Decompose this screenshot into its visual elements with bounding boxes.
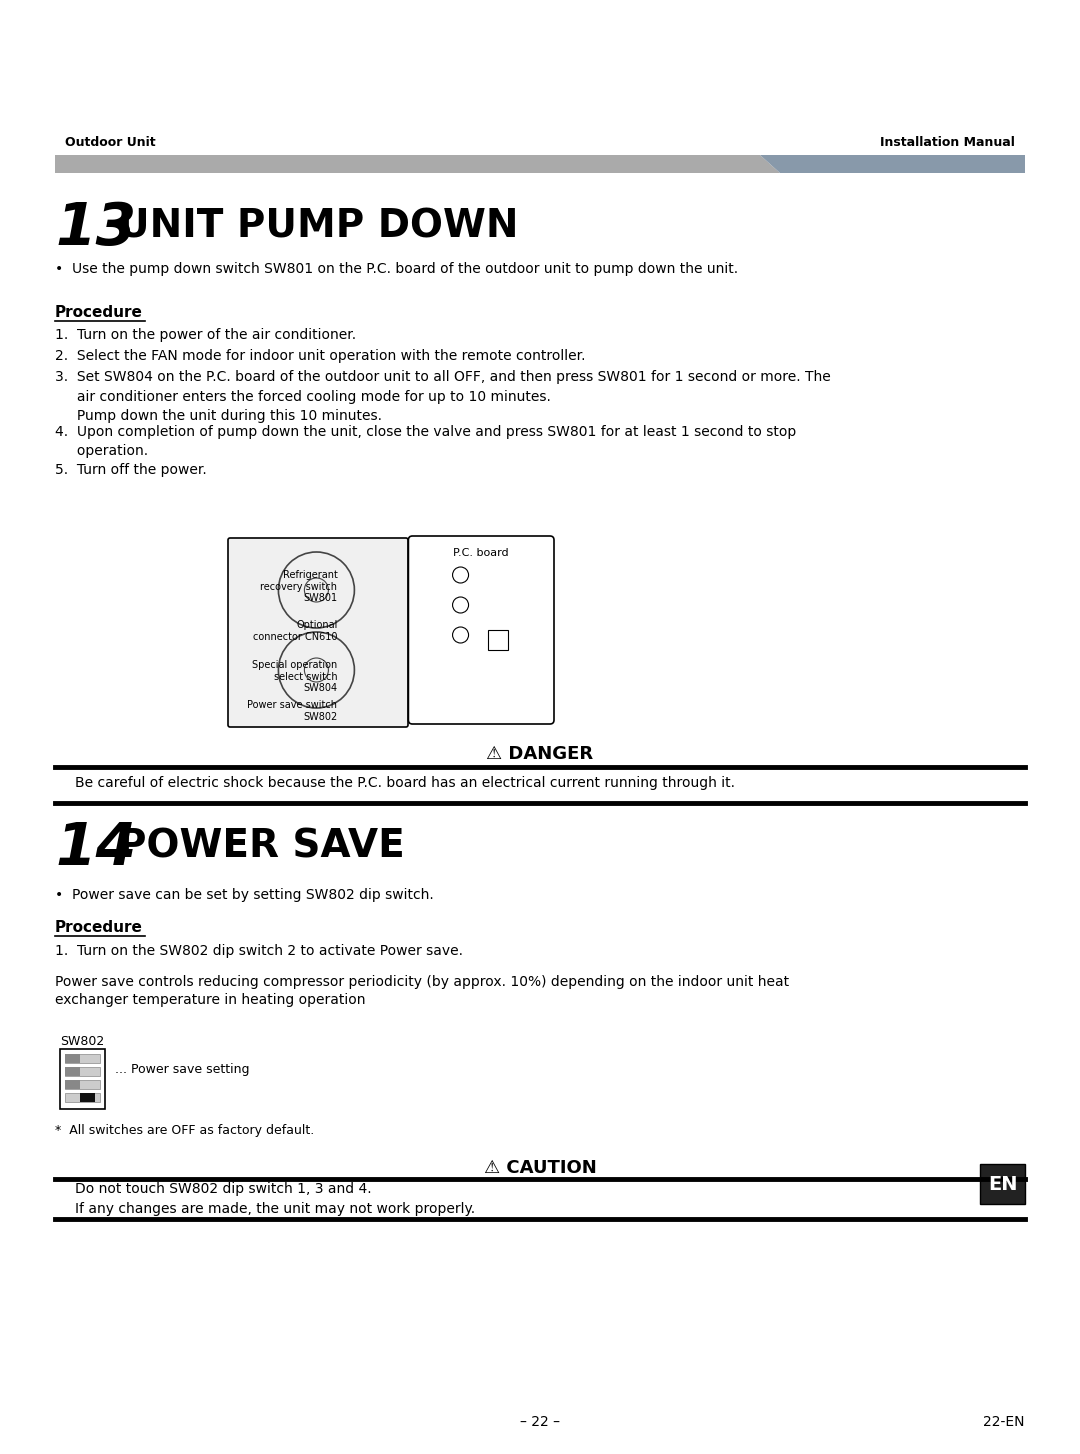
Bar <box>65 1067 100 1076</box>
Text: 4.  Upon completion of pump down the unit, close the valve and press SW801 for a: 4. Upon completion of pump down the unit… <box>55 425 796 458</box>
Text: 2.  Select the FAN mode for indoor unit operation with the remote controller.: 2. Select the FAN mode for indoor unit o… <box>55 349 585 364</box>
Text: Do not touch SW802 dip switch 1, 3 and 4.
If any changes are made, the unit may : Do not touch SW802 dip switch 1, 3 and 4… <box>75 1182 475 1216</box>
Text: Procedure: Procedure <box>55 305 143 320</box>
Text: EN: EN <box>988 1175 1017 1194</box>
Text: 14: 14 <box>55 820 136 877</box>
Bar <box>65 1054 80 1063</box>
Text: Installation Manual: Installation Manual <box>880 137 1015 150</box>
Text: UNIT PUMP DOWN: UNIT PUMP DOWN <box>118 206 518 246</box>
Text: ... Power save setting: ... Power save setting <box>114 1063 249 1076</box>
Text: 3.  Set SW804 on the P.C. board of the outdoor unit to all OFF, and then press S: 3. Set SW804 on the P.C. board of the ou… <box>55 369 831 423</box>
Text: Refrigerant
recovery switch
SW801: Refrigerant recovery switch SW801 <box>260 570 337 603</box>
FancyBboxPatch shape <box>228 538 408 727</box>
Text: 22-EN: 22-EN <box>984 1415 1025 1429</box>
Text: 5.  Turn off the power.: 5. Turn off the power. <box>55 462 206 477</box>
Polygon shape <box>55 156 780 173</box>
Bar <box>65 1067 80 1076</box>
Bar <box>80 1093 95 1102</box>
Text: SW802: SW802 <box>60 1035 105 1048</box>
Bar <box>65 1093 100 1102</box>
Text: POWER SAVE: POWER SAVE <box>118 827 405 865</box>
Text: •  Use the pump down switch SW801 on the P.C. board of the outdoor unit to pump : • Use the pump down switch SW801 on the … <box>55 262 738 276</box>
Text: 1.  Turn on the SW802 dip switch 2 to activate Power save.: 1. Turn on the SW802 dip switch 2 to act… <box>55 944 463 958</box>
Text: Power save controls reducing compressor periodicity (by approx. 10%) depending o: Power save controls reducing compressor … <box>55 976 789 1008</box>
Bar <box>65 1080 100 1089</box>
Text: ⚠ CAUTION: ⚠ CAUTION <box>484 1159 596 1176</box>
Bar <box>65 1080 80 1089</box>
Text: Special operation
select switch
SW804: Special operation select switch SW804 <box>252 660 337 694</box>
Text: *  All switches are OFF as factory default.: * All switches are OFF as factory defaul… <box>55 1124 314 1137</box>
Text: Outdoor Unit: Outdoor Unit <box>65 137 156 150</box>
FancyBboxPatch shape <box>408 537 554 724</box>
Polygon shape <box>760 156 1025 173</box>
Bar <box>65 1054 100 1063</box>
Bar <box>488 630 508 650</box>
Bar <box>60 1048 105 1109</box>
Text: – 22 –: – 22 – <box>519 1415 561 1429</box>
Text: ⚠ DANGER: ⚠ DANGER <box>486 744 594 763</box>
Bar <box>980 1165 1025 1204</box>
Text: •  Power save can be set by setting SW802 dip switch.: • Power save can be set by setting SW802… <box>55 888 434 901</box>
Text: P.C. board: P.C. board <box>454 548 509 558</box>
Text: 13: 13 <box>55 201 136 257</box>
Text: Power save switch
SW802: Power save switch SW802 <box>247 699 337 721</box>
Text: 1.  Turn on the power of the air conditioner.: 1. Turn on the power of the air conditio… <box>55 329 356 342</box>
Text: Procedure: Procedure <box>55 920 143 935</box>
Text: Optional
connector CN610: Optional connector CN610 <box>253 619 337 641</box>
Text: Be careful of electric shock because the P.C. board has an electrical current ru: Be careful of electric shock because the… <box>75 776 735 790</box>
